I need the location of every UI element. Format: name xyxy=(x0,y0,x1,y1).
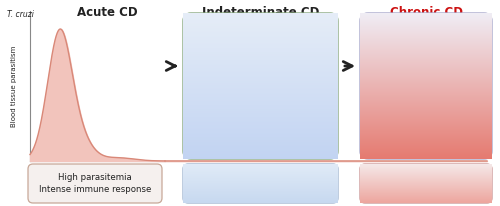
Text: Blood tissue parasitism: Blood tissue parasitism xyxy=(11,45,17,127)
FancyBboxPatch shape xyxy=(28,164,162,203)
Text: Acute CD: Acute CD xyxy=(77,6,138,19)
Text: Chronic CD: Chronic CD xyxy=(390,6,462,19)
Text: T. cruzi: T. cruzi xyxy=(7,10,34,19)
Text: Indeterminate CD: Indeterminate CD xyxy=(202,6,319,19)
Text: Clinically
symptomatic: Clinically symptomatic xyxy=(396,173,456,194)
Text: Inflammatory infiltrate
Oxidative stress
Hypercoagulability
Microvascular
dysfun: Inflammatory infiltrate Oxidative stress… xyxy=(212,44,309,120)
Text: Cardiomyopathy
Heart failure
Arrhythmias
Thrombo-embolism
Gastrointestinal
dysfu: Cardiomyopathy Heart failure Arrhythmias… xyxy=(384,44,468,120)
Text: High parasitemia
Intense immune response: High parasitemia Intense immune response xyxy=(39,173,151,194)
Text: Clinically
asymptomatic: Clinically asymptomatic xyxy=(228,173,293,194)
